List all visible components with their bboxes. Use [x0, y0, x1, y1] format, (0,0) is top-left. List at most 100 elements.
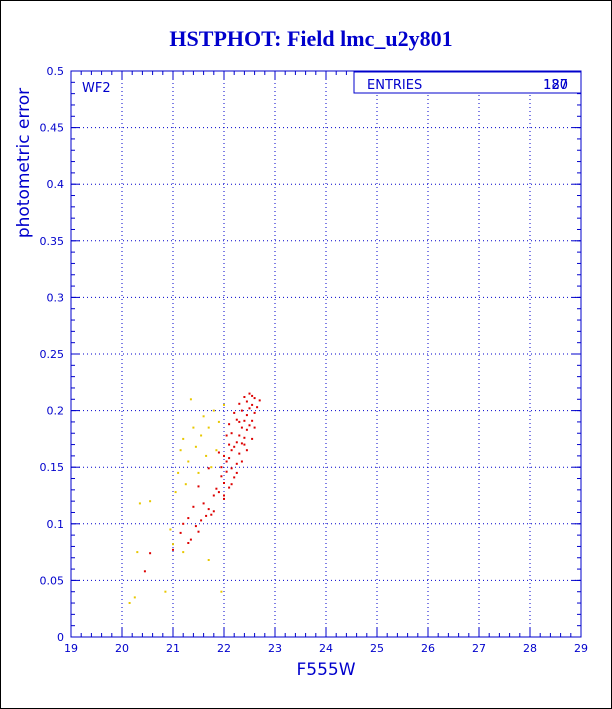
- data-point: [251, 419, 254, 422]
- data-point: [238, 402, 241, 405]
- data-point: [194, 525, 197, 528]
- data-point: [164, 590, 167, 593]
- x-tick-label: 22: [217, 642, 231, 655]
- data-point: [248, 392, 251, 395]
- data-point: [217, 491, 220, 494]
- y-tick-label: 0: [57, 631, 64, 644]
- data-point: [197, 471, 200, 474]
- data-point: [233, 411, 236, 414]
- panel-label: WF2: [82, 81, 111, 96]
- data-point: [200, 519, 203, 522]
- y-tick-label: 0.5: [47, 65, 65, 78]
- y-tick-label: 0.4: [47, 178, 65, 191]
- data-point: [230, 483, 233, 486]
- y-tick-label: 0.35: [40, 235, 65, 248]
- data-point: [215, 487, 218, 490]
- data-point: [207, 426, 210, 429]
- data-point: [235, 462, 238, 465]
- data-point: [243, 419, 246, 422]
- x-tick-label: 21: [166, 642, 180, 655]
- data-point: [223, 494, 225, 497]
- x-tick-label: 29: [574, 642, 588, 655]
- data-point: [200, 434, 203, 437]
- data-point: [205, 514, 208, 517]
- data-point: [220, 590, 223, 593]
- y-tick-label: 0.45: [40, 122, 65, 135]
- x-tick-label: 26: [421, 642, 435, 655]
- data-point: [179, 531, 182, 534]
- data-point: [207, 559, 210, 561]
- data-point: [215, 449, 218, 452]
- data-point: [235, 441, 238, 444]
- data-point: [243, 436, 246, 439]
- data-point: [179, 449, 182, 452]
- data-point: [128, 602, 131, 604]
- data-point: [133, 596, 136, 599]
- chart-title: HSTPHOT: Field lmc_u2y801: [169, 26, 452, 51]
- data-point: [217, 420, 220, 423]
- data-point: [230, 432, 233, 435]
- y-tick-label: 0.05: [40, 574, 65, 587]
- data-point: [197, 485, 200, 488]
- data-point: [245, 400, 248, 403]
- y-tick-label: 0.2: [47, 405, 65, 418]
- data-point: [192, 426, 195, 429]
- x-axis-label: F555W: [296, 660, 355, 680]
- stats-box-label: ENTRIES: [367, 78, 422, 93]
- y-tick-label: 0.15: [40, 461, 65, 474]
- data-point: [223, 482, 225, 484]
- data-point: [223, 403, 225, 406]
- data-point: [172, 548, 174, 551]
- data-point: [212, 510, 215, 513]
- x-tick-label: 28: [523, 642, 537, 655]
- data-point: [189, 398, 192, 401]
- data-point: [174, 491, 177, 494]
- y-axis-label: photometric error: [14, 88, 34, 238]
- data-point: [251, 394, 254, 397]
- data-point: [182, 551, 185, 554]
- data-point: [225, 470, 228, 473]
- ticks: 19 20 21 22 23 24 25 26 27 28 29 0 0.05 0.1 0.15 0.2 0.2…: [40, 65, 589, 655]
- y-tick-label: 0.1: [47, 518, 65, 531]
- stats-box: ENTRIES 187 120: [353, 71, 582, 94]
- data-point: [233, 445, 236, 448]
- x-tick-label: 23: [268, 642, 282, 655]
- data-point: [245, 428, 248, 431]
- data-point: [228, 443, 231, 446]
- data-points: [128, 392, 261, 604]
- grid: [71, 71, 581, 637]
- data-point: [230, 467, 233, 470]
- data-point: [187, 517, 190, 520]
- data-point: [207, 508, 210, 511]
- data-point: [240, 442, 243, 445]
- data-point: [149, 500, 152, 503]
- data-point: [245, 414, 248, 417]
- data-point: [205, 454, 208, 457]
- data-point: [197, 530, 200, 533]
- data-point: [182, 522, 185, 525]
- data-point: [220, 475, 223, 478]
- data-point: [240, 460, 243, 463]
- data-point: [253, 397, 256, 400]
- data-point: [169, 528, 172, 531]
- data-point: [177, 471, 180, 474]
- data-point: [189, 538, 192, 541]
- x-tick-label: 19: [64, 642, 78, 655]
- y-tick-label: 0.25: [40, 348, 65, 361]
- data-point: [207, 467, 210, 470]
- data-point: [253, 426, 256, 429]
- data-point: [187, 460, 190, 463]
- data-point: [245, 449, 248, 452]
- data-point: [194, 445, 197, 448]
- data-point: [238, 434, 241, 437]
- data-point: [235, 418, 238, 421]
- data-point: [225, 460, 228, 463]
- stats-box-value-1: 187: [543, 78, 568, 93]
- data-point: [210, 513, 213, 516]
- data-point: [217, 451, 220, 454]
- data-point: [251, 437, 254, 440]
- data-point: [202, 502, 205, 505]
- stats-box-value-2: 120: [543, 78, 568, 93]
- data-point: [258, 399, 261, 402]
